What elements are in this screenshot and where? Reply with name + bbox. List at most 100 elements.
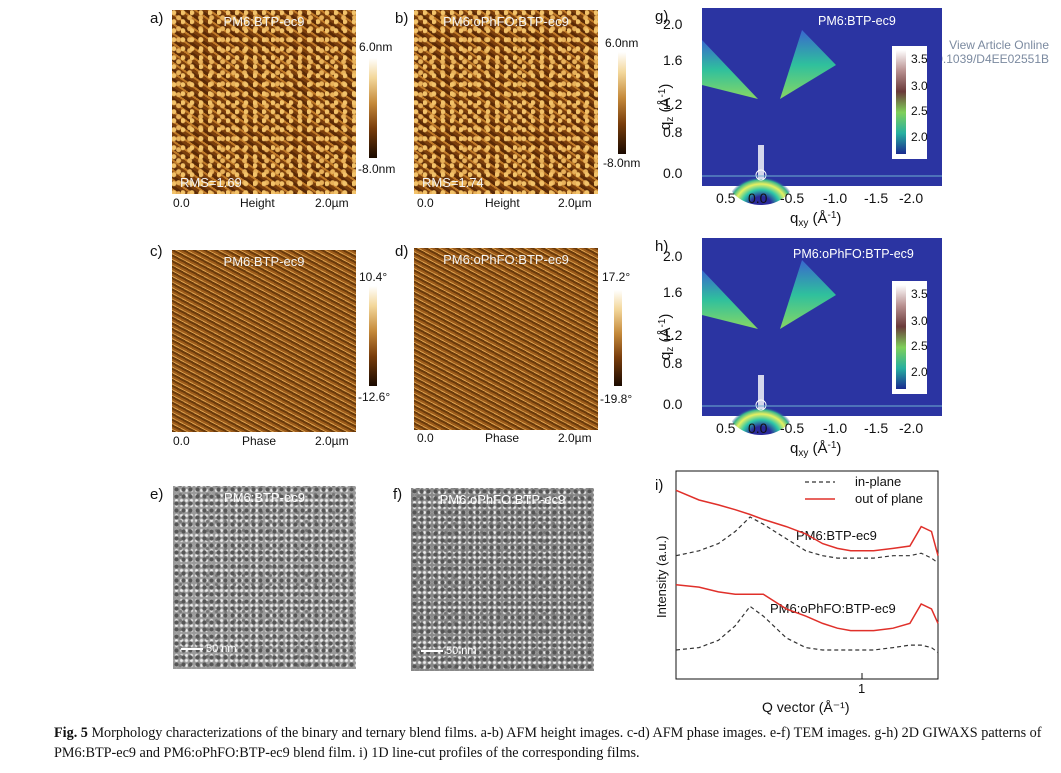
panel-a-rms: RMS=1.69	[180, 175, 242, 190]
g-xtick-2: -0.5	[780, 190, 804, 206]
giwaxs-panel-g: 3.5 3.0 2.5 2.0 PM6:BTP-ec9 2.0 1.6 1.2 …	[657, 8, 942, 229]
h-ytick-5: 0.0	[663, 396, 683, 412]
g-xtick-0: 0.5	[716, 190, 736, 206]
g-xtick-5: -2.0	[899, 190, 923, 206]
panel-c-x-start: 0.0	[173, 434, 190, 448]
g-xtick-4: -1.5	[864, 190, 888, 206]
h-ytick-1: 1.6	[663, 284, 683, 300]
h-ytick-0: 2.0	[663, 248, 683, 264]
panel-d-x-label: Phase	[485, 431, 520, 445]
panel-d-cb-min: -19.8°	[600, 392, 633, 406]
panel-g-label: g)	[655, 8, 669, 25]
panel-a-cb-max: 6.0nm	[359, 40, 393, 54]
panel-d-colorbar	[614, 290, 622, 386]
g-ytick-5: 0.0	[663, 165, 683, 181]
panel-f-scale-text: 50 nm	[446, 645, 477, 657]
g-ytick-0: 2.0	[663, 16, 683, 32]
g-cb-tick-4: 2.0	[911, 130, 928, 144]
panel-f-label: f)	[393, 486, 403, 503]
y-axis-label: Intensity (a.u.)	[654, 536, 669, 618]
h-ytick-2: 1.2	[663, 327, 683, 343]
g-cb-tick-1: 3.5	[911, 52, 928, 66]
panel-a-label: a)	[150, 10, 164, 27]
h-xtick-3: -1.0	[823, 420, 847, 436]
panel-b-rms: RMS=1.74	[422, 175, 484, 190]
series-layer	[675, 489, 939, 653]
panel-b-label: b)	[395, 10, 409, 27]
panel-c-x-label: Phase	[242, 434, 277, 448]
series-line-1	[675, 516, 939, 564]
panel-c-label: c)	[150, 243, 163, 260]
panel-f-scalebar: 50 nm	[421, 645, 477, 657]
h-yaxis-label: qz (Å-1)	[657, 314, 676, 360]
afm-phase-image-c: PM6:BTP-ec9	[172, 250, 356, 432]
panel-d-cb-max: 17.2°	[602, 270, 631, 284]
panel-b-colorbar	[618, 52, 626, 154]
panel-b-x-start: 0.0	[417, 196, 434, 210]
annotation-ternary: PM6:oPhFO:BTP-ec9	[770, 601, 896, 616]
panel-d-label: d)	[395, 243, 409, 260]
g-yaxis-label: qz (Å-1)	[657, 84, 676, 130]
panel-c-cb-max: 10.4°	[359, 270, 388, 284]
g-ytick-2: 1.2	[663, 96, 683, 112]
panel-a-x-start: 0.0	[173, 196, 190, 210]
h-xaxis-label: qxy (Å-1)	[790, 440, 841, 459]
tem-image-e: PM6:BTP-ec9 50 nm	[173, 486, 356, 669]
panel-b-cb-max: 6.0nm	[605, 36, 639, 50]
afm-phase-image-d: PM6:oPhFO:BTP-ec9	[414, 248, 598, 430]
series-line-0	[675, 489, 939, 556]
g-xtick-1: 0.0	[748, 190, 768, 206]
panel-g-title: PM6:BTP-ec9	[818, 14, 896, 28]
panel-b-x-end: 2.0µm	[558, 196, 592, 210]
h-xtick-0: 0.5	[716, 420, 736, 436]
panel-i-label: i)	[655, 477, 664, 494]
panel-f-title: PM6:oPhFO:BTP-ec9	[439, 492, 566, 507]
h-xtick-4: -1.5	[864, 420, 888, 436]
series-line-3	[675, 605, 939, 653]
panel-e-label: e)	[150, 486, 164, 503]
panel-c-title: PM6:BTP-ec9	[223, 254, 305, 269]
panel-h-label: h)	[655, 238, 669, 255]
h-cb-tick-4: 2.0	[911, 365, 928, 379]
giwaxs-panel-h: 3.5 3.0 2.5 2.0 PM6:oPhFO:BTP-ec9 2.0 1.…	[657, 238, 942, 459]
panel-e-title: PM6:BTP-ec9	[224, 490, 305, 505]
g-ytick-1: 1.6	[663, 52, 683, 68]
g-cb-tick-2: 3.0	[911, 79, 928, 93]
h-cb-tick-1: 3.5	[911, 287, 928, 301]
panel-b-title: PM6:oPhFO:BTP-ec9	[443, 14, 569, 29]
panel-d-title: PM6:oPhFO:BTP-ec9	[443, 252, 569, 267]
g-ytick-3: 0.8	[663, 124, 683, 140]
panel-c-x-end: 2.0µm	[315, 434, 349, 448]
caption-fig-number: Fig. 5	[54, 725, 88, 741]
line-cut-chart: 1 Q vector (Å⁻¹) Intensity (a.u.) in-pla…	[654, 470, 939, 715]
h-xtick-2: -0.5	[780, 420, 804, 436]
panel-b-cb-min: -8.0nm	[603, 156, 641, 170]
legend-in-plane-label: in-plane	[855, 474, 901, 489]
afm-height-image-a: PM6:BTP-ec9 RMS=1.69	[172, 10, 356, 194]
h-xtick-1: 0.0	[748, 420, 768, 436]
h-cb-tick-2: 3.0	[911, 314, 928, 328]
view-article-online[interactable]: View Article Online	[949, 38, 1049, 52]
h-ytick-3: 0.8	[663, 355, 683, 371]
panel-a-x-end: 2.0µm	[315, 196, 349, 210]
h-cb-tick-3: 2.5	[911, 339, 928, 353]
afm-height-image-b: PM6:oPhFO:BTP-ec9 RMS=1.74	[414, 10, 598, 194]
panel-h-title: PM6:oPhFO:BTP-ec9	[793, 247, 914, 261]
panel-a-x-label: Height	[240, 196, 275, 210]
panel-a-title: PM6:BTP-ec9	[223, 14, 305, 29]
panel-b-x-label: Height	[485, 196, 520, 210]
plot-frame	[675, 470, 939, 680]
legend-out-of-plane-label: out of plane	[855, 491, 923, 506]
panel-c-colorbar	[369, 286, 377, 386]
h-xtick-5: -2.0	[899, 420, 923, 436]
caption-text: Morphology characterizations of the bina…	[54, 725, 1042, 761]
panel-e-scale-text: 50 nm	[206, 643, 237, 655]
figure-caption: Fig. 5 Morphology characterizations of t…	[54, 723, 1044, 763]
g-cb-tick-3: 2.5	[911, 104, 928, 118]
x-tick-label: 1	[858, 681, 865, 696]
x-axis-label: Q vector (Å⁻¹)	[762, 699, 850, 715]
g-xaxis-label: qxy (Å-1)	[790, 210, 841, 229]
panel-e-scalebar: 50 nm	[181, 643, 237, 655]
panel-d-x-end: 2.0µm	[558, 431, 592, 445]
g-xtick-3: -1.0	[823, 190, 847, 206]
